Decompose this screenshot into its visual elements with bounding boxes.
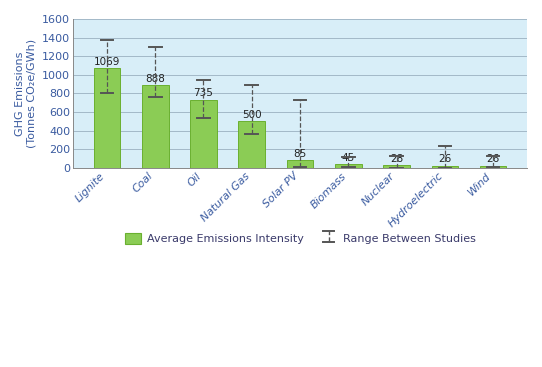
Text: 45: 45 — [341, 153, 355, 163]
Bar — [94, 68, 120, 168]
Text: 26: 26 — [438, 155, 451, 164]
Text: 28: 28 — [390, 154, 403, 164]
Bar — [335, 164, 362, 168]
Bar — [431, 166, 458, 168]
Bar — [383, 166, 410, 168]
Text: 735: 735 — [193, 88, 214, 98]
Text: 888: 888 — [145, 74, 165, 84]
Bar — [142, 85, 169, 168]
Text: 85: 85 — [293, 149, 307, 159]
Legend: Average Emissions Intensity, Range Between Studies: Average Emissions Intensity, Range Betwe… — [120, 229, 480, 249]
Bar — [287, 160, 313, 168]
Text: 26: 26 — [487, 155, 500, 164]
Text: 1069: 1069 — [94, 57, 120, 67]
Bar — [190, 99, 217, 168]
Bar — [238, 121, 265, 168]
Bar — [480, 166, 506, 168]
Y-axis label: GHG Emissions
(Tonnes CO₂e/GWh): GHG Emissions (Tonnes CO₂e/GWh) — [15, 39, 37, 148]
Text: 500: 500 — [242, 110, 262, 120]
